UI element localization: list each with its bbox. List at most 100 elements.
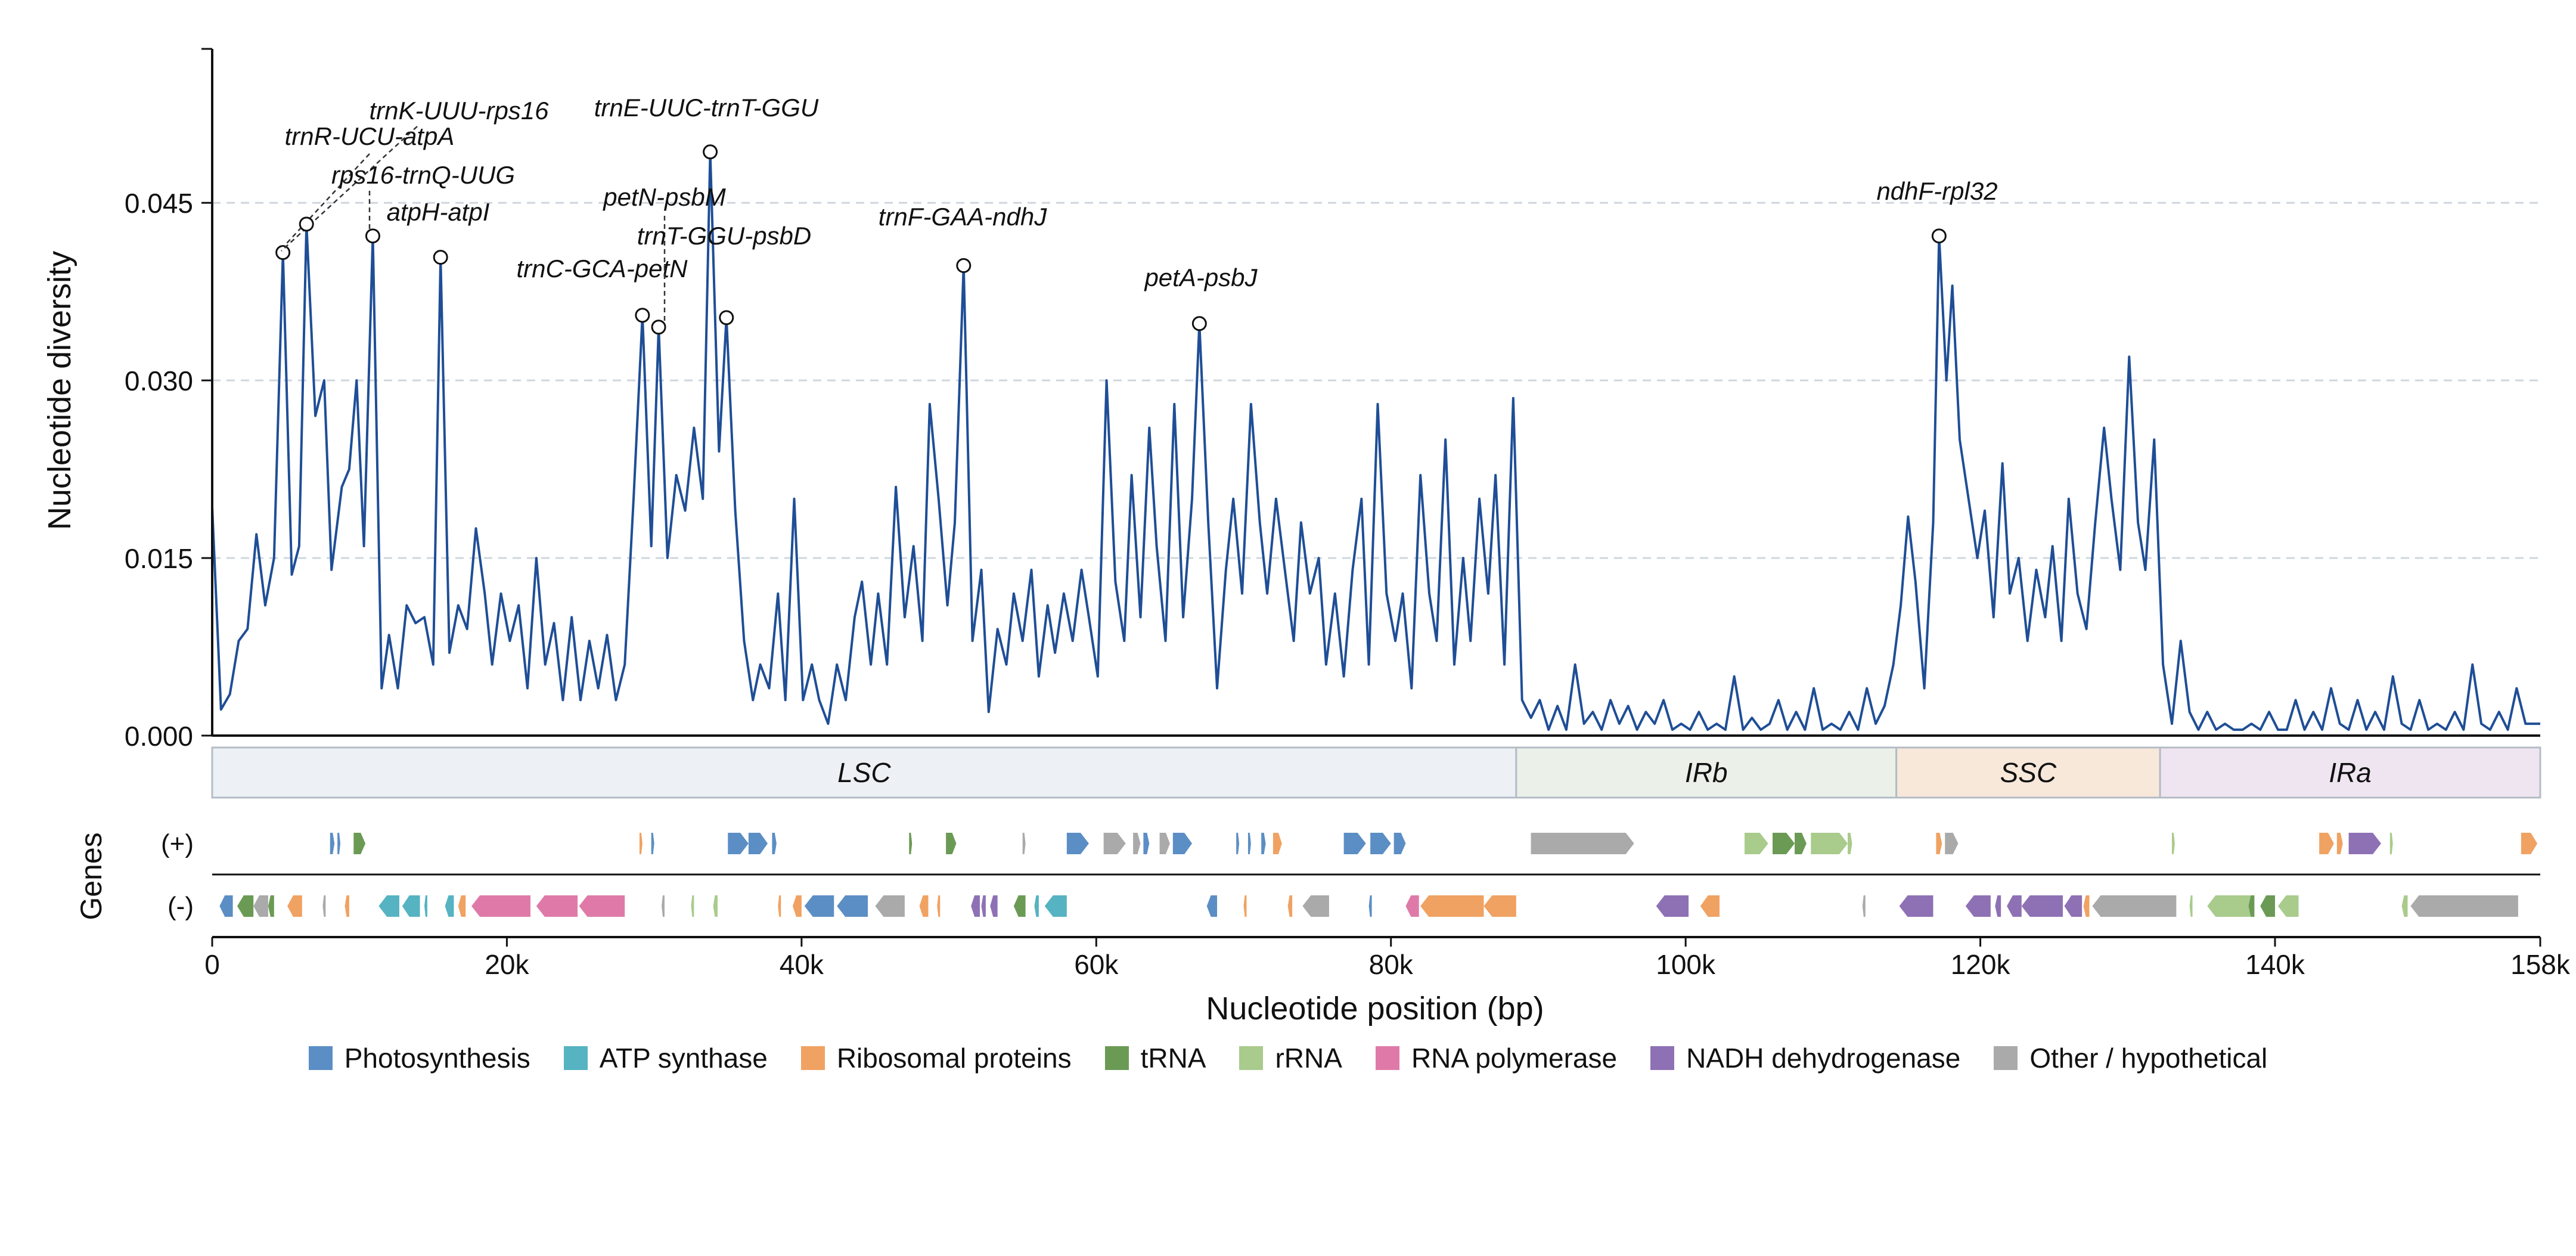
y-tick-label: 0.000 — [125, 721, 193, 752]
gene-feature — [875, 895, 905, 917]
gene-feature — [1302, 895, 1329, 917]
legend-item: rRNA — [1239, 1042, 1342, 1074]
x-tick-label: 158k — [2510, 949, 2571, 980]
legend-label: ATP synthase — [599, 1043, 768, 1074]
gene-feature — [971, 895, 980, 917]
gene-feature — [219, 895, 233, 917]
gene-feature — [1965, 895, 1991, 917]
x-tick-label: 120k — [1951, 949, 2011, 980]
gene-feature — [402, 895, 420, 917]
legend-label: NADH dehydrogenase — [1686, 1043, 1961, 1074]
gene-feature — [2064, 895, 2082, 917]
gene-feature — [662, 895, 665, 917]
gene-feature — [1848, 833, 1852, 854]
peak-marker — [1191, 316, 1207, 331]
gene-feature — [2521, 833, 2538, 854]
legend-item: Ribosomal proteins — [800, 1042, 1072, 1074]
axes: 0.000 0.015 0.030 0.045 0 20k 40k 60k 80k 100k 120… — [125, 48, 2571, 980]
x-tick-label: 0 — [204, 949, 220, 980]
legend-item: tRNA — [1104, 1042, 1206, 1074]
gene-feature — [1393, 833, 1406, 854]
gene-feature — [651, 833, 654, 854]
legend-swatch — [1239, 1046, 1264, 1070]
peak-marker — [719, 310, 734, 325]
x-tick-label: 40k — [780, 949, 824, 980]
y-tick-label: 0.030 — [125, 365, 193, 396]
region-block — [211, 746, 1517, 799]
legend-label: rRNA — [1275, 1043, 1342, 1074]
legend-item: NADH dehydrogenase — [1650, 1042, 1960, 1074]
legend-swatch — [1375, 1046, 1399, 1070]
gene-feature — [1287, 895, 1293, 917]
gene-feature — [1022, 833, 1026, 854]
gene-feature — [1013, 895, 1026, 917]
gene-feature — [268, 895, 274, 917]
gene-feature — [1483, 895, 1516, 917]
gene-feature — [445, 895, 454, 917]
gene-feature — [2007, 895, 2022, 917]
gene-feature — [1133, 833, 1141, 854]
peak-marker — [703, 144, 718, 160]
gene-feature — [919, 895, 929, 917]
gene-feature — [1995, 895, 2001, 917]
gene-feature — [1936, 833, 1942, 854]
gene-feature — [1795, 833, 1807, 854]
diversity-line — [211, 150, 2540, 731]
peak-marker — [956, 258, 972, 273]
legend-label: Other / hypothetical — [2029, 1043, 2268, 1074]
gene-feature — [639, 833, 643, 854]
region-block — [1895, 746, 2161, 799]
gene-feature — [2410, 895, 2518, 917]
gene-feature — [2389, 833, 2393, 854]
minus-strand-label: (-) — [167, 892, 194, 921]
gene-feature — [2021, 895, 2063, 917]
gene-feature — [1811, 833, 1848, 854]
gene-feature — [287, 895, 302, 917]
region-block — [2159, 746, 2541, 799]
gene-feature — [1405, 895, 1419, 917]
legend-swatch — [1650, 1046, 1675, 1070]
peak-label: petA-psbJ — [1143, 263, 1258, 291]
x-tick-label: 140k — [2245, 949, 2305, 980]
gene-feature — [253, 895, 268, 917]
gene-feature — [1343, 833, 1366, 854]
gene-feature — [1656, 895, 1689, 917]
gene-feature — [1044, 895, 1067, 917]
legend-label: tRNA — [1140, 1043, 1206, 1074]
gene-feature — [353, 833, 366, 854]
gene-feature — [2260, 895, 2276, 917]
gene-feature — [990, 895, 998, 917]
gene-feature — [1420, 895, 1484, 917]
legend-label: RNA polymerase — [1411, 1043, 1618, 1074]
gene-feature — [1745, 833, 1768, 854]
gene-feature — [322, 895, 326, 917]
peak-marker — [299, 216, 314, 232]
gene-feature — [1159, 833, 1170, 854]
legend-label: Ribosomal proteins — [836, 1043, 1072, 1074]
peak-label: trnR-UCU-atpA — [285, 122, 455, 150]
gene-feature — [1273, 833, 1282, 854]
region-label: IRb — [1685, 757, 1728, 788]
gene-feature — [1172, 833, 1192, 854]
gene-feature — [2092, 895, 2177, 917]
gene-feature — [804, 895, 834, 917]
gene-feature — [2248, 895, 2255, 917]
x-axis-label: Nucleotide position (bp) — [1206, 991, 1544, 1026]
legend-swatch — [563, 1046, 588, 1070]
gene-feature — [2336, 833, 2343, 854]
region-label: LSC — [837, 757, 891, 788]
gene-feature — [937, 895, 941, 917]
gene-feature — [330, 833, 335, 854]
gene-feature — [1368, 895, 1372, 917]
legend-swatch — [308, 1046, 333, 1070]
gene-feature — [344, 895, 349, 917]
gene-feature — [772, 833, 777, 854]
gene-feature — [1945, 833, 1959, 854]
gene-feature — [2189, 895, 2193, 917]
gene-feature — [748, 833, 768, 854]
gene-feature — [1247, 833, 1251, 854]
peak-label: trnT-GGU-psbD — [637, 222, 812, 250]
x-tick-label: 60k — [1074, 949, 1119, 980]
